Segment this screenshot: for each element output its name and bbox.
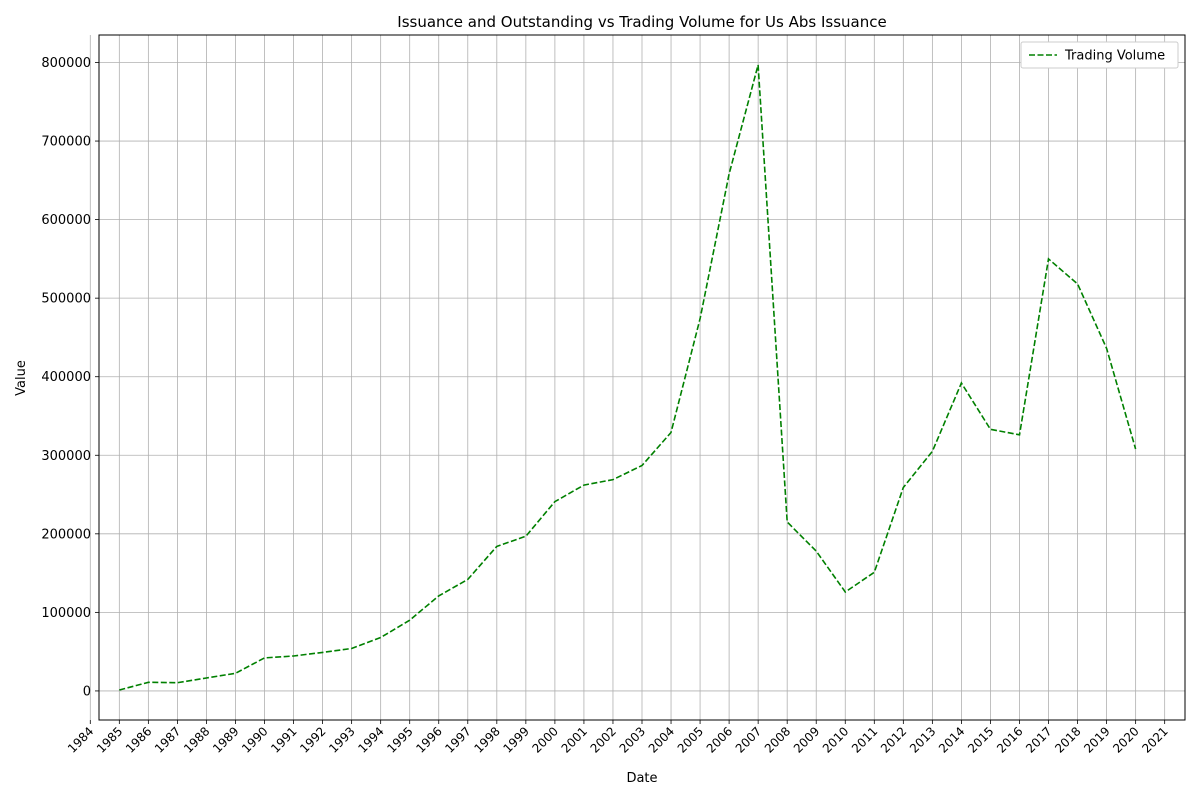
x-tick-label: 1994 [355,724,386,755]
x-tick-label: 2016 [994,724,1025,755]
x-tick-label: 2006 [704,724,735,755]
legend: Trading Volume [1020,41,1179,69]
x-tick-label: 1992 [297,724,328,755]
x-tick-label: 2012 [878,724,909,755]
x-tick-label: 1993 [326,724,357,755]
x-tick-label: 2011 [849,724,880,755]
legend-box [1020,41,1179,69]
y-axis-label: Value [14,360,29,396]
series-layer [119,64,1137,691]
x-tick-label: 1986 [123,724,154,755]
x-tick-label: 2001 [559,724,590,755]
y-axis: 0 100000 200000 300000 400000 500000 600000 700… [41,56,99,699]
x-tick-label: 2000 [530,724,561,755]
x-tick-label: 2004 [646,724,677,755]
x-tick-label: 2003 [617,724,648,755]
x-tick-label: 1995 [384,724,415,755]
x-tick-label: 2017 [1023,724,1054,755]
x-tick-label: 1997 [442,724,473,755]
x-tick-label: 2010 [820,724,851,755]
y-tick-label: 600000 [41,213,91,228]
x-tick-label: 1988 [181,724,212,755]
y-tick-label: 400000 [41,370,91,385]
x-axis-label: Date [626,771,657,786]
x-tick-label: 1987 [152,724,183,755]
x-axis: 1984198519861987198819891990199119921993… [65,720,1171,756]
x-tick-label: 1989 [210,724,241,755]
x-tick-label: 2008 [762,724,793,755]
x-tick-label: 2002 [588,724,619,755]
x-tick-label: 2021 [1139,724,1170,755]
y-tick-label: 300000 [41,449,91,464]
x-tick-label: 2007 [733,724,764,755]
x-tick-label: 2020 [1110,724,1141,755]
x-tick-label: 1999 [500,724,531,755]
legend-label: Trading Volume [1064,49,1165,64]
x-tick-label: 1985 [94,724,125,755]
x-tick-label: 1990 [239,724,270,755]
y-tick-label: 200000 [41,527,91,542]
x-tick-label: 2015 [965,724,996,755]
x-tick-label: 2013 [907,724,938,755]
x-tick-label: 2014 [936,724,967,755]
x-tick-label: 1991 [268,724,299,755]
x-tick-label: 2018 [1052,724,1083,755]
grid [89,35,1185,720]
series-line-trading-volume [119,64,1137,691]
x-tick-label: 2009 [791,724,822,755]
x-tick-label: 2005 [675,724,706,755]
x-tick-label: 1996 [413,724,444,755]
y-tick-label: 500000 [41,292,91,307]
x-tick-label: 1984 [65,724,96,755]
chart-title: Issuance and Outstanding vs Trading Volu… [397,13,886,31]
y-tick-label: 0 [83,684,91,699]
y-tick-label: 100000 [41,606,91,621]
y-tick-label: 800000 [41,56,91,71]
x-tick-label: 2019 [1081,724,1112,755]
x-tick-label: 1998 [471,724,502,755]
y-tick-label: 700000 [41,135,91,150]
